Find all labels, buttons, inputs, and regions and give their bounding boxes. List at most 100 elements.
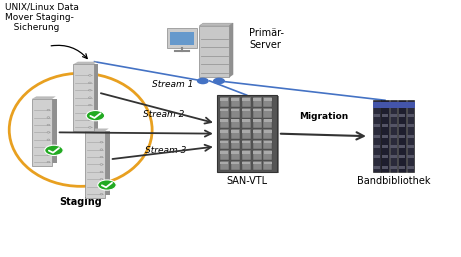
Polygon shape: [73, 62, 97, 64]
FancyBboxPatch shape: [199, 26, 229, 77]
Circle shape: [47, 139, 50, 141]
FancyBboxPatch shape: [264, 98, 272, 101]
FancyBboxPatch shape: [263, 118, 272, 128]
FancyBboxPatch shape: [231, 118, 240, 128]
FancyBboxPatch shape: [220, 129, 229, 139]
FancyBboxPatch shape: [242, 97, 251, 107]
FancyBboxPatch shape: [253, 97, 261, 107]
FancyBboxPatch shape: [219, 96, 279, 173]
FancyBboxPatch shape: [73, 64, 94, 131]
FancyBboxPatch shape: [390, 124, 396, 127]
FancyBboxPatch shape: [373, 155, 379, 158]
FancyBboxPatch shape: [253, 118, 261, 128]
FancyBboxPatch shape: [231, 98, 239, 101]
FancyBboxPatch shape: [220, 141, 229, 143]
FancyBboxPatch shape: [253, 161, 261, 170]
FancyBboxPatch shape: [242, 98, 250, 101]
FancyBboxPatch shape: [253, 162, 261, 164]
Circle shape: [47, 124, 50, 126]
Text: Stream 3: Stream 3: [145, 146, 187, 155]
FancyBboxPatch shape: [399, 114, 405, 117]
FancyBboxPatch shape: [373, 166, 379, 169]
FancyBboxPatch shape: [220, 98, 229, 101]
FancyBboxPatch shape: [220, 108, 229, 117]
Circle shape: [100, 164, 103, 165]
FancyBboxPatch shape: [390, 145, 396, 148]
FancyBboxPatch shape: [220, 130, 229, 133]
FancyBboxPatch shape: [399, 155, 405, 158]
FancyBboxPatch shape: [408, 135, 414, 138]
FancyBboxPatch shape: [242, 162, 250, 164]
FancyBboxPatch shape: [263, 129, 272, 139]
Circle shape: [89, 89, 91, 91]
FancyBboxPatch shape: [263, 150, 272, 160]
FancyBboxPatch shape: [390, 166, 396, 169]
FancyBboxPatch shape: [253, 109, 261, 112]
FancyBboxPatch shape: [85, 131, 105, 198]
FancyBboxPatch shape: [94, 64, 98, 128]
FancyBboxPatch shape: [382, 145, 388, 148]
FancyBboxPatch shape: [263, 108, 272, 117]
FancyBboxPatch shape: [242, 161, 251, 170]
Circle shape: [89, 97, 91, 98]
FancyBboxPatch shape: [263, 97, 272, 107]
Circle shape: [89, 104, 91, 106]
FancyBboxPatch shape: [217, 95, 277, 172]
Circle shape: [100, 156, 103, 158]
Text: Stream 2: Stream 2: [143, 110, 184, 119]
FancyBboxPatch shape: [382, 124, 388, 127]
Text: SAN-VTL: SAN-VTL: [226, 176, 267, 186]
FancyBboxPatch shape: [264, 109, 272, 112]
Text: Staging: Staging: [59, 197, 102, 207]
Circle shape: [89, 75, 91, 76]
FancyBboxPatch shape: [399, 124, 405, 127]
FancyBboxPatch shape: [253, 98, 261, 101]
FancyBboxPatch shape: [373, 135, 379, 138]
FancyBboxPatch shape: [264, 119, 272, 122]
Text: UNIX/Linux Data
Mover Staging-
   Sicherung: UNIX/Linux Data Mover Staging- Sicherung: [5, 3, 78, 32]
FancyBboxPatch shape: [408, 155, 414, 158]
Circle shape: [89, 119, 91, 121]
FancyBboxPatch shape: [407, 100, 414, 172]
FancyBboxPatch shape: [220, 162, 229, 164]
Circle shape: [100, 179, 103, 180]
FancyBboxPatch shape: [242, 118, 251, 128]
FancyBboxPatch shape: [242, 129, 251, 139]
FancyBboxPatch shape: [253, 129, 261, 139]
FancyBboxPatch shape: [242, 119, 250, 122]
FancyBboxPatch shape: [231, 162, 239, 164]
FancyBboxPatch shape: [253, 151, 261, 154]
Polygon shape: [85, 128, 109, 131]
Circle shape: [98, 180, 116, 190]
FancyBboxPatch shape: [242, 141, 250, 143]
FancyBboxPatch shape: [253, 140, 261, 149]
FancyBboxPatch shape: [32, 99, 52, 166]
FancyBboxPatch shape: [253, 130, 261, 133]
Circle shape: [89, 82, 91, 84]
FancyBboxPatch shape: [231, 130, 239, 133]
FancyBboxPatch shape: [399, 135, 405, 138]
FancyBboxPatch shape: [231, 108, 240, 117]
FancyBboxPatch shape: [390, 100, 397, 172]
Circle shape: [197, 78, 209, 84]
FancyBboxPatch shape: [220, 140, 229, 149]
FancyBboxPatch shape: [373, 100, 380, 172]
Circle shape: [47, 146, 50, 148]
FancyBboxPatch shape: [242, 108, 251, 117]
FancyBboxPatch shape: [105, 131, 110, 195]
FancyBboxPatch shape: [231, 119, 239, 122]
FancyBboxPatch shape: [382, 155, 388, 158]
FancyBboxPatch shape: [264, 130, 272, 133]
FancyBboxPatch shape: [382, 135, 388, 138]
Circle shape: [86, 111, 105, 121]
FancyBboxPatch shape: [399, 145, 405, 148]
FancyBboxPatch shape: [399, 166, 405, 169]
Circle shape: [47, 132, 50, 133]
FancyBboxPatch shape: [263, 140, 272, 149]
FancyBboxPatch shape: [231, 97, 240, 107]
FancyBboxPatch shape: [231, 140, 240, 149]
FancyBboxPatch shape: [220, 109, 229, 112]
FancyBboxPatch shape: [220, 151, 229, 154]
Circle shape: [89, 112, 91, 113]
Polygon shape: [199, 23, 233, 26]
